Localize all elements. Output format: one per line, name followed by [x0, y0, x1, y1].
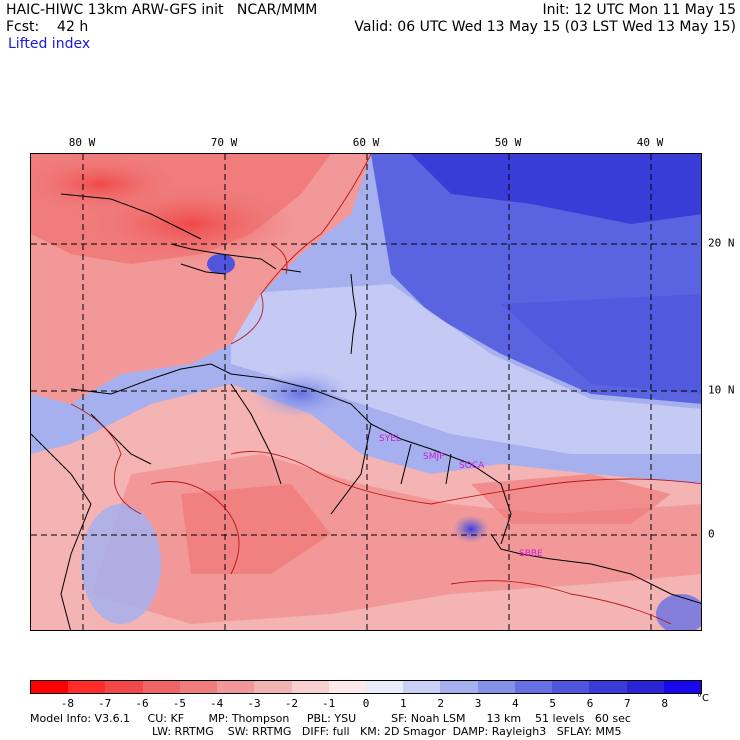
colorbar-tick-label: 6: [586, 697, 594, 710]
colorbar-swatch: [217, 681, 255, 693]
map-title: HAIC-HIWC 13km ARW-GFS init NCAR/MMM: [6, 2, 318, 18]
colorbar-tick-label: 2: [437, 697, 444, 710]
station-label: SBBE: [519, 549, 543, 559]
colorbar-tick-label: -6: [135, 697, 149, 710]
colorbar-swatch: [663, 681, 701, 693]
lat-label-0: 0: [708, 527, 715, 541]
colorbar-swatch: [142, 681, 180, 693]
field-name: Lifted index: [8, 36, 91, 52]
lon-label-40w: 40 W: [636, 136, 664, 149]
valid-time: Valid: 06 UTC Wed 13 May 15 (03 LST Wed …: [354, 19, 736, 35]
init-time: Init: 12 UTC Mon 11 May 15: [542, 2, 736, 18]
colorbar-swatch: [68, 681, 106, 693]
colorbar-swatch: [626, 681, 664, 693]
colorbar-swatch: [105, 681, 143, 693]
colorbar-swatch: [179, 681, 218, 693]
map-canvas: SYEL SMJP SOCA SBBE: [31, 154, 701, 630]
colorbar-swatch: [291, 681, 329, 693]
colorbar-tick-label: -7: [98, 697, 112, 710]
colorbar-tick-label: -3: [247, 697, 261, 710]
colorbar-swatch: [365, 681, 404, 693]
lifted-index-map: SYEL SMJP SOCA SBBE: [30, 153, 702, 631]
colorbar-swatch: [477, 681, 515, 693]
lon-label-50w: 50 W: [494, 136, 522, 149]
coastlines: [31, 193, 701, 630]
colorbar-tick-label: 4: [512, 697, 519, 710]
colorbar-tick-label: 3: [474, 697, 482, 710]
lon-label-70w: 70 W: [210, 136, 238, 149]
station-label: SOCA: [459, 461, 485, 471]
colorbar-tick-label: 1: [400, 697, 407, 710]
colorbar-swatch: [31, 681, 69, 693]
zero-contours: [70, 154, 701, 625]
colorbar-tick-label: -8: [60, 697, 74, 710]
colorbar-tick-label: -2: [284, 697, 298, 710]
colorbar-tick-label: -5: [172, 697, 186, 710]
graticule: [31, 154, 701, 630]
station-label: SYEL: [379, 434, 401, 444]
colorbar-tick-label: 8: [661, 697, 668, 710]
colorbar-swatch: [552, 681, 590, 693]
lon-label-60w: 60 W: [352, 136, 380, 149]
colorbar-swatch: [254, 681, 292, 693]
colorbar-tick-label: 5: [549, 697, 556, 710]
colorbar: [30, 680, 702, 694]
lat-label-10n: 10 N: [708, 383, 735, 397]
model-info-line-1: Model Info: V3.6.1 CU: KF MP: Thompson P…: [30, 712, 631, 725]
model-info-line-2: LW: RRTMG SW: RRTMG DIFF: full KM: 2D Sm…: [152, 725, 622, 738]
colorbar-unit: °C: [697, 693, 709, 704]
forecast-hour: Fcst: 42 h: [6, 19, 89, 35]
colorbar-tick-label: -4: [210, 697, 224, 710]
colorbar-swatch: [514, 681, 553, 693]
colorbar-tick-label: 0: [362, 697, 370, 710]
lon-label-80w: 80 W: [68, 136, 96, 149]
colorbar-swatch: [589, 681, 627, 693]
colorbar-tick-label: 7: [624, 697, 631, 710]
stable-core-ne: [411, 154, 701, 224]
colorbar-swatch: [328, 681, 366, 693]
colorbar-tick-label: -1: [322, 697, 336, 710]
station-label: SMJP: [423, 452, 445, 462]
colorbar-swatch: [440, 681, 478, 693]
colorbar-swatch: [403, 681, 441, 693]
lat-label-20n: 20 N: [708, 236, 735, 250]
